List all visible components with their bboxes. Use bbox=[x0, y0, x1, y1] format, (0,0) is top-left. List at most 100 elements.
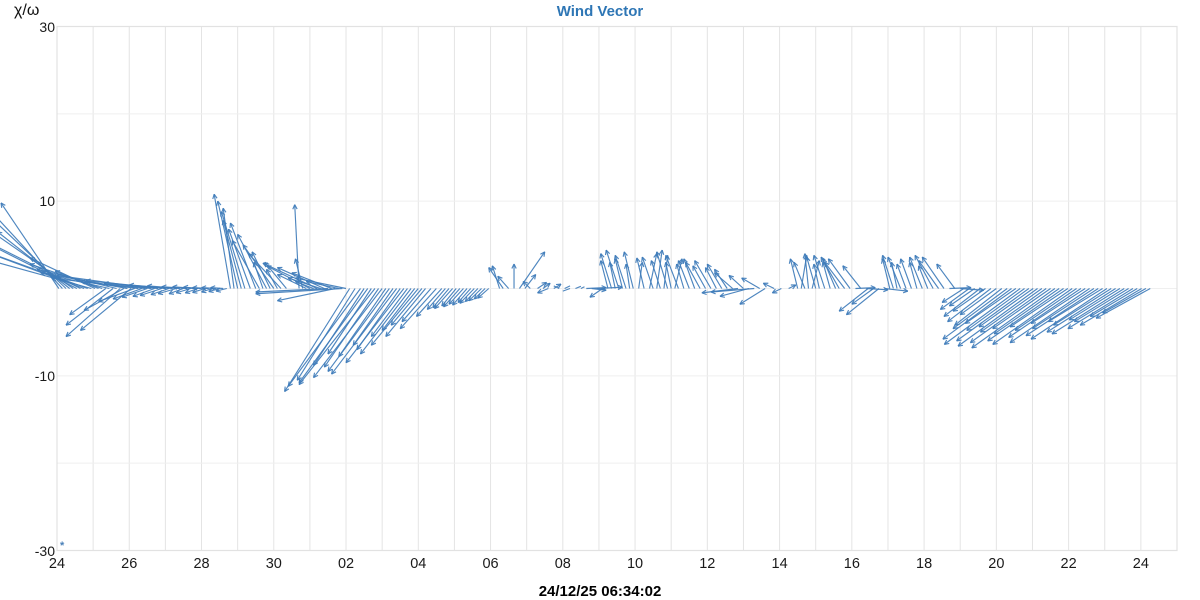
chart-title: Wind Vector bbox=[556, 3, 644, 20]
wind-vector bbox=[812, 263, 820, 289]
wind-vector bbox=[0, 262, 92, 290]
wind-vector bbox=[553, 283, 562, 289]
wind-vector bbox=[842, 265, 862, 289]
wind-vector bbox=[331, 288, 398, 375]
wind-vector bbox=[675, 263, 685, 289]
wind-vector bbox=[650, 260, 661, 289]
wind-vector bbox=[295, 276, 347, 290]
x-tick-label: 20 bbox=[988, 556, 1005, 572]
wind-vector bbox=[542, 282, 551, 289]
wind-vector bbox=[1067, 288, 1134, 330]
wind-vector bbox=[827, 258, 851, 289]
wind-vector bbox=[247, 253, 282, 289]
wind-vector bbox=[524, 274, 537, 289]
wind-vector bbox=[212, 193, 231, 289]
x-tick-label: 26 bbox=[121, 556, 138, 572]
wind-vector bbox=[943, 288, 981, 318]
wind-vector bbox=[739, 288, 766, 305]
wind-vector bbox=[694, 260, 712, 289]
wind-vector bbox=[433, 288, 454, 310]
y-tick-label: -30 bbox=[34, 542, 55, 559]
wind-vector bbox=[345, 288, 405, 364]
wind-vector bbox=[112, 287, 143, 301]
x-tick-label: 28 bbox=[193, 556, 210, 572]
wind-vector bbox=[589, 288, 603, 298]
wind-vector bbox=[443, 288, 461, 308]
wind-vector bbox=[220, 211, 246, 289]
wind-vector bbox=[706, 263, 723, 289]
wind-vector bbox=[741, 277, 760, 289]
wind-vector bbox=[978, 288, 1034, 328]
wind-vector bbox=[277, 287, 336, 303]
wind-vector bbox=[292, 204, 300, 289]
wind-vector bbox=[641, 256, 654, 289]
wind-vector bbox=[452, 288, 468, 306]
wind-vector bbox=[918, 260, 940, 289]
wind-vector bbox=[1052, 288, 1112, 326]
wind-vector bbox=[939, 288, 970, 311]
wind-vector bbox=[229, 222, 257, 289]
wind-vector bbox=[1008, 288, 1082, 338]
wind-vector bbox=[468, 288, 482, 302]
wind-vector bbox=[728, 274, 744, 289]
wind-vector bbox=[139, 287, 162, 297]
wind-vector bbox=[1073, 288, 1129, 323]
wind-vector bbox=[788, 284, 797, 290]
wind-vector bbox=[522, 280, 531, 289]
wind-vector bbox=[682, 258, 696, 289]
wind-vector bbox=[1051, 288, 1125, 335]
wind-vector bbox=[1047, 288, 1103, 323]
wind-vector bbox=[788, 258, 799, 289]
y-tick-label: 10 bbox=[39, 193, 55, 210]
grid-lines bbox=[56, 25, 1178, 552]
wind-vector bbox=[1068, 288, 1121, 321]
wind-vector bbox=[957, 288, 1038, 347]
wind-vector bbox=[1046, 288, 1116, 333]
x-tick-label: 22 bbox=[1060, 556, 1077, 572]
wind-vector bbox=[488, 267, 504, 289]
wind-vector bbox=[943, 288, 1021, 345]
wind-vector bbox=[426, 288, 446, 310]
wind-vector bbox=[0, 249, 78, 290]
wind-vector bbox=[604, 249, 620, 289]
wind-vector bbox=[69, 288, 107, 316]
wind-vector bbox=[511, 263, 517, 289]
wind-vector bbox=[575, 285, 582, 290]
wind-vector bbox=[415, 288, 443, 317]
wind-vector bbox=[276, 266, 325, 290]
wind-vector bbox=[677, 260, 690, 289]
wind-vector bbox=[564, 285, 571, 290]
wind-vector bbox=[242, 244, 275, 289]
wind-vector bbox=[966, 288, 1025, 331]
x-tick-label: 10 bbox=[626, 556, 644, 572]
wind-vector bbox=[664, 254, 679, 289]
wind-vector bbox=[771, 287, 782, 294]
wind-vector bbox=[98, 287, 135, 303]
wind-vector bbox=[1025, 288, 1099, 337]
wind-vector bbox=[656, 249, 665, 289]
wind-vector bbox=[936, 263, 956, 289]
wind-vector bbox=[231, 239, 260, 289]
x-tick-label: 16 bbox=[843, 556, 860, 572]
x-tick-label: 14 bbox=[771, 556, 788, 572]
wind-vector bbox=[287, 288, 361, 387]
wind-vector bbox=[1030, 288, 1086, 325]
wind-vector bbox=[714, 272, 733, 289]
wind-vector bbox=[401, 288, 432, 323]
wind-vector bbox=[287, 276, 321, 290]
wind-vector bbox=[385, 288, 426, 338]
x-tick-label: 06 bbox=[482, 556, 499, 572]
x-tick-label: 08 bbox=[554, 556, 571, 572]
wind-vector bbox=[952, 288, 1008, 330]
wind-vector bbox=[276, 273, 307, 290]
wind-vector bbox=[1009, 288, 1090, 344]
wind-vector bbox=[562, 287, 571, 292]
x-tick-label: 02 bbox=[337, 556, 355, 572]
wind-vector bbox=[881, 254, 894, 289]
wind-vector bbox=[537, 281, 548, 289]
wind-vector bbox=[685, 261, 701, 289]
wind-vector bbox=[1009, 288, 1069, 328]
wind-vector bbox=[580, 286, 585, 290]
wind-vector bbox=[948, 288, 976, 307]
wind-vector bbox=[824, 261, 846, 289]
